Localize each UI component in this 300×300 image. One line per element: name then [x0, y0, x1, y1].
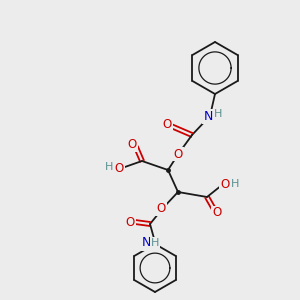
Text: H: H	[231, 179, 239, 189]
Text: H: H	[105, 162, 113, 172]
Text: O: O	[128, 139, 136, 152]
Text: N: N	[141, 236, 151, 250]
Text: O: O	[220, 178, 230, 191]
Text: O: O	[212, 206, 222, 220]
Text: O: O	[162, 118, 172, 131]
Text: O: O	[125, 215, 135, 229]
Text: O: O	[156, 202, 166, 215]
Text: H: H	[151, 238, 159, 248]
Text: N: N	[203, 110, 213, 122]
Text: O: O	[114, 161, 124, 175]
Text: O: O	[173, 148, 183, 160]
Text: H: H	[214, 109, 222, 119]
